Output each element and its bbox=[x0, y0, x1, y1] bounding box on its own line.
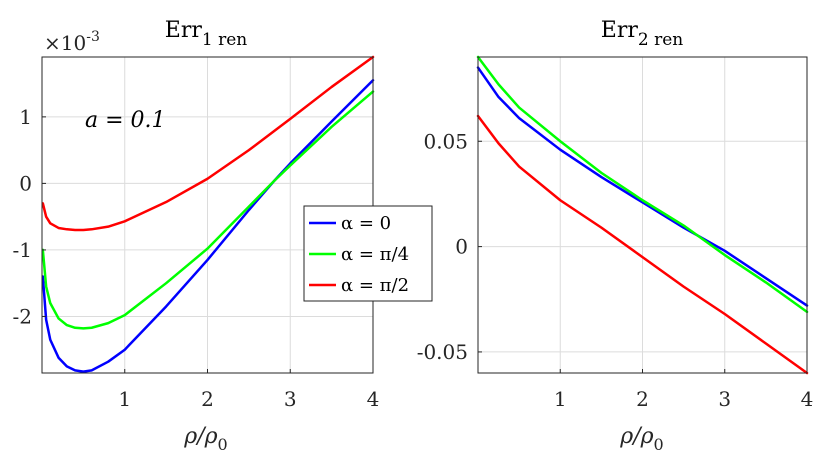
chart-title-right: Err2 ren bbox=[601, 18, 684, 50]
exponent-label: ×10-3 bbox=[44, 29, 100, 55]
y-tick-label: 0.05 bbox=[423, 129, 468, 153]
series-line-right-0 bbox=[476, 66, 809, 307]
series-lines-left bbox=[41, 55, 375, 373]
title-main-right: Err bbox=[601, 18, 639, 43]
xaxis-label-main-left: ρ/ρ bbox=[183, 424, 217, 449]
legend-label-2: α = π/2 bbox=[341, 275, 409, 296]
x-tick-label: 4 bbox=[367, 387, 380, 411]
title-main-left: Err bbox=[165, 18, 203, 43]
xaxis-label-main-right: ρ/ρ bbox=[619, 424, 653, 449]
series-line-left-1 bbox=[41, 90, 375, 330]
x-tick-label: 1 bbox=[118, 387, 131, 411]
y-tick-label: 0 bbox=[19, 171, 32, 195]
ticks-left: 1 2 3 4 -2 -1 0 1 bbox=[13, 105, 380, 411]
y-tick-label: 1 bbox=[19, 105, 32, 129]
x-tick-label: 1 bbox=[554, 387, 567, 411]
exponent-power: -3 bbox=[86, 29, 100, 45]
legend-label-0: α = 0 bbox=[341, 213, 391, 234]
legend: α = 0 α = π/4 α = π/2 bbox=[303, 205, 433, 302]
annotation-a: a = 0.1 bbox=[85, 108, 166, 133]
title-sub-left: 1 ren bbox=[202, 30, 247, 50]
y-tick-label: -2 bbox=[13, 304, 32, 328]
xaxis-label-sub-right: 0 bbox=[654, 435, 664, 454]
y-tick-label: -0.05 bbox=[417, 340, 468, 364]
legend-label-1: α = π/4 bbox=[341, 244, 409, 265]
x-tick-label: 4 bbox=[801, 387, 814, 411]
chart-left: 1 2 3 4-2-101 Err1 ren ×10-3 a = 0.1 ρ/ρ0 α… bbox=[13, 18, 433, 454]
y-tick-label: 0 bbox=[455, 235, 468, 259]
xaxis-label-left: ρ/ρ0 bbox=[183, 424, 227, 454]
series-lines-right bbox=[476, 55, 809, 375]
x-tick-label: 2 bbox=[636, 387, 649, 411]
ticks-right: 1 2 3 4 -0.05 0 0.05 bbox=[417, 129, 814, 411]
chart-title-left: Err1 ren bbox=[165, 18, 248, 50]
gridlines-right bbox=[478, 57, 807, 373]
series-line-right-1 bbox=[476, 55, 809, 314]
x-tick-label: 3 bbox=[718, 387, 731, 411]
xaxis-label-sub-left: 0 bbox=[218, 435, 228, 454]
x-tick-label: 2 bbox=[201, 387, 214, 411]
series-line-left-2 bbox=[41, 55, 375, 232]
x-tick-label: 3 bbox=[284, 387, 297, 411]
xaxis-label-right: ρ/ρ0 bbox=[619, 424, 663, 454]
exponent-base: ×10 bbox=[44, 31, 86, 55]
y-tick-label: -1 bbox=[13, 238, 32, 262]
gridlines-left bbox=[42, 57, 373, 373]
series-line-right-2 bbox=[476, 114, 809, 375]
title-sub-right: 2 ren bbox=[638, 30, 683, 50]
